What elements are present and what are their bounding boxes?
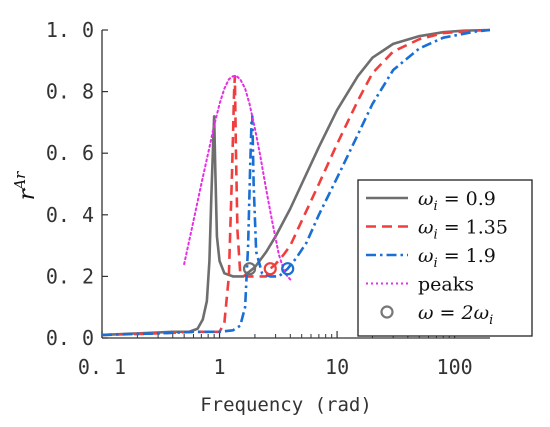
marker-point-1 <box>263 262 277 276</box>
marker-point-0 <box>242 262 257 276</box>
series-line-2 <box>101 28 491 337</box>
legend-box <box>357 179 533 337</box>
x-tick-label: 1 <box>214 355 226 379</box>
x-axis-title: Frequency (rad) <box>200 394 372 416</box>
legend-swatch-4 <box>380 305 394 319</box>
x-tick-label: 100 <box>437 355 473 379</box>
marker-point-2 <box>281 262 295 276</box>
legend-label-0: ωi = 0.9 <box>418 188 496 214</box>
x-tick-label: 0. 1 <box>78 355 126 379</box>
series-line-1 <box>101 28 491 337</box>
y-tick-label: 0. 0 <box>46 326 94 350</box>
y-tick-label: 0. 8 <box>46 80 94 104</box>
x-tick-label: 10 <box>325 355 349 379</box>
y-tick-label: 0. 4 <box>46 203 94 227</box>
axes-layer: 0. 0 0. 2 0. 4 0. 6 0. 8 1. 0 0. 1 1 10 100 <box>46 18 490 379</box>
y-tick-label: 0. 2 <box>46 264 94 288</box>
series-line-3 <box>183 75 292 281</box>
y-tick-label: 0. 6 <box>46 141 94 165</box>
marker-layer <box>242 262 295 276</box>
legend-label-3: peaks <box>418 274 474 296</box>
y-tick-label: 1. 0 <box>46 18 94 42</box>
series-line-0 <box>101 28 491 337</box>
legend-label-2: ωi = 1.9 <box>418 245 496 271</box>
series-layer <box>101 28 491 337</box>
y-axis-title: rAr <box>11 171 40 200</box>
legend-label-4: ω = 2ωi <box>418 302 493 328</box>
legend-label-1: ωi = 1.35 <box>418 217 508 243</box>
